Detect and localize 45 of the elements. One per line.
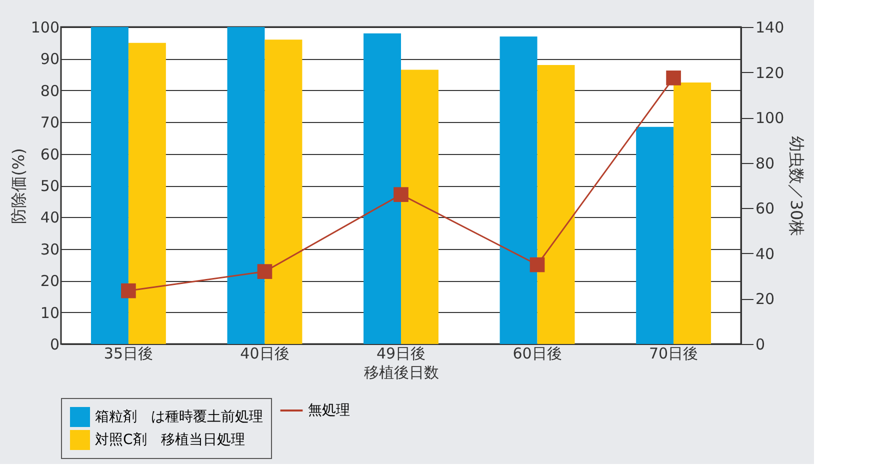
legend-label: 箱粒剤 は種時覆土前処理	[95, 409, 263, 425]
x-tick-label: 60日後	[512, 344, 562, 362]
bar	[636, 126, 674, 344]
y2-tick-label: 120	[756, 64, 784, 82]
x-tick-label: 35日後	[104, 344, 153, 362]
x-axis-title: 移植後日数	[364, 364, 439, 382]
y2-tick-label: 100	[756, 109, 784, 128]
bar	[674, 82, 712, 344]
y2-tick-label: 140	[756, 18, 784, 36]
y2-axis-title: 幼虫数／30株	[787, 136, 806, 236]
y2-tick-label: 80	[756, 154, 775, 172]
legend-label: 無処理	[308, 402, 350, 418]
bar	[500, 36, 538, 344]
y-tick-label: 60	[40, 145, 60, 164]
y-tick-label: 30	[40, 240, 60, 258]
bar	[537, 65, 575, 344]
y2-tick-label: 40	[756, 244, 775, 263]
bar	[264, 40, 302, 344]
bar	[90, 27, 128, 344]
legend-label: 対照C剤 移植当日処理	[95, 432, 245, 448]
point	[530, 257, 545, 272]
y2-tick-label: 60	[756, 200, 775, 218]
y-tick-label: 50	[40, 177, 60, 195]
y2-tick-label: 0	[756, 336, 766, 354]
bar	[128, 42, 166, 344]
y-tick-label: 0	[50, 336, 60, 354]
y-tick-label: 100	[30, 18, 60, 36]
point	[394, 187, 408, 202]
y-tick-label: 20	[40, 272, 60, 290]
y-tick-label: 90	[40, 50, 60, 68]
x-tick-label: 49日後	[376, 344, 426, 362]
point	[121, 283, 136, 298]
bar	[364, 33, 401, 344]
y-tick-label: 40	[40, 208, 60, 227]
bar	[227, 27, 265, 344]
x-tick-label: 40日後	[240, 344, 290, 362]
bar	[401, 70, 438, 344]
y2-tick-label: 20	[756, 290, 775, 308]
y-tick-label: 80	[40, 82, 60, 100]
y-axis-title: 防除価(%)	[8, 148, 28, 224]
x-tick-label: 70日後	[649, 344, 698, 362]
point	[666, 70, 681, 86]
y-tick-label: 70	[40, 114, 60, 132]
point	[257, 264, 272, 279]
y-tick-label: 10	[40, 304, 60, 322]
